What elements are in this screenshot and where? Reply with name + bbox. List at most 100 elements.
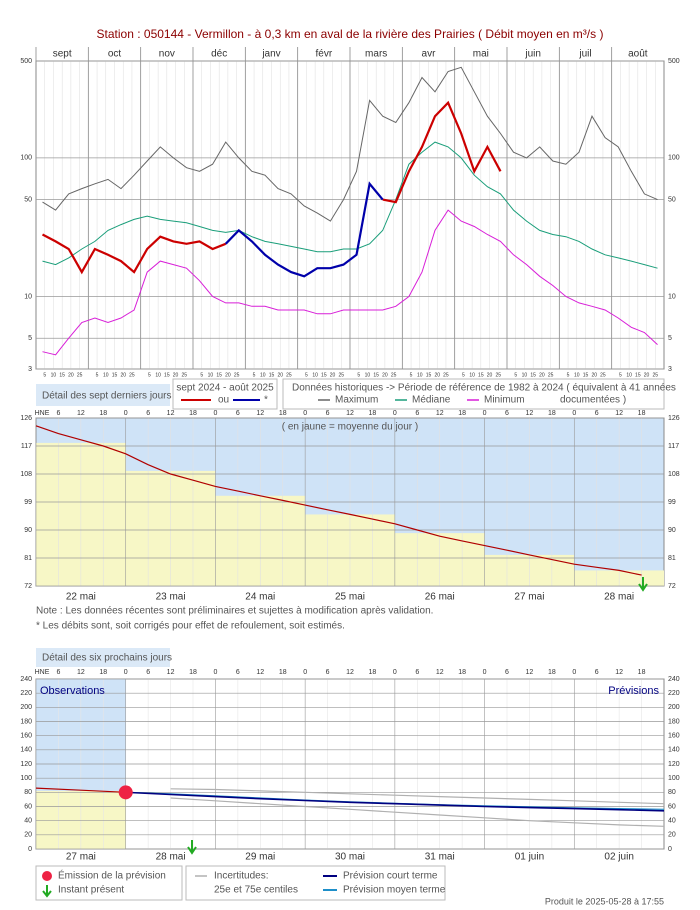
x-tick-label: oct bbox=[108, 49, 122, 60]
legend-label: 25e et 75e centiles bbox=[214, 885, 298, 896]
hour-label: 0 bbox=[124, 410, 128, 417]
y-tick-label: 90 bbox=[668, 527, 676, 534]
hour-label: 12 bbox=[346, 669, 354, 676]
hour-label: 6 bbox=[505, 669, 509, 676]
hour-label: 18 bbox=[458, 410, 466, 417]
hour-label: 12 bbox=[346, 410, 354, 417]
hour-label: 0 bbox=[572, 410, 576, 417]
day-label: 20 bbox=[173, 372, 179, 378]
y-tick-label: 180 bbox=[20, 718, 32, 725]
y-tick-label: 3 bbox=[28, 366, 32, 373]
hour-label: 18 bbox=[548, 410, 556, 417]
day-label: 20 bbox=[487, 372, 493, 378]
hour-label: 6 bbox=[415, 410, 419, 417]
day-label: 10 bbox=[51, 372, 57, 378]
hour-label: 18 bbox=[638, 410, 646, 417]
y-tick-label: 500 bbox=[668, 58, 680, 65]
y-tick-label: 5 bbox=[28, 335, 32, 342]
series-line bbox=[35, 425, 642, 576]
legend-label: Prévision court terme bbox=[343, 871, 438, 882]
day-label: 15 bbox=[426, 372, 432, 378]
y-tick-label: 0 bbox=[28, 846, 32, 853]
x-tick-label: 31 mai bbox=[425, 852, 455, 863]
x-tick-label: 02 juin bbox=[604, 852, 633, 863]
x-tick-label: 28 mai bbox=[156, 852, 186, 863]
series-line bbox=[42, 66, 658, 222]
forecast-label: Prévisions bbox=[608, 685, 659, 697]
day-label: 15 bbox=[635, 372, 641, 378]
annotation: ( en jaune = moyenne du jour ) bbox=[282, 422, 418, 433]
hour-label: 0 bbox=[483, 669, 487, 676]
legend-label: * bbox=[264, 395, 268, 406]
hour-label: 12 bbox=[526, 669, 534, 676]
y-tick-label: 240 bbox=[668, 676, 680, 683]
day-label: 15 bbox=[583, 372, 589, 378]
hour-label: 18 bbox=[369, 669, 377, 676]
note: Note : Les données récentes sont prélimi… bbox=[36, 606, 433, 617]
y-tick-label: 50 bbox=[24, 196, 32, 203]
x-tick-label: févr bbox=[315, 49, 332, 60]
y-tick-label: 5 bbox=[668, 335, 672, 342]
x-tick-label: 01 juin bbox=[515, 852, 544, 863]
y-tick-label: 50 bbox=[668, 196, 676, 203]
note: * Les débits sont, soit corrigés pour ef… bbox=[36, 621, 345, 632]
hour-label: 18 bbox=[279, 669, 287, 676]
day-label: 15 bbox=[164, 372, 170, 378]
hour-label: 6 bbox=[56, 669, 60, 676]
hour-label: 12 bbox=[526, 410, 534, 417]
x-tick-label: mars bbox=[365, 49, 387, 60]
day-label: 10 bbox=[522, 372, 528, 378]
y-tick-label: 160 bbox=[668, 733, 680, 740]
day-label: 20 bbox=[277, 372, 283, 378]
y-tick-label: 120 bbox=[20, 761, 32, 768]
day-label: 15 bbox=[216, 372, 222, 378]
legend-title: documentées ) bbox=[560, 395, 626, 406]
x-tick-label: juin bbox=[524, 49, 541, 60]
hour-label: 12 bbox=[256, 410, 264, 417]
day-label: 15 bbox=[269, 372, 275, 378]
hour-label: 12 bbox=[436, 669, 444, 676]
y-tick-label: 117 bbox=[668, 443, 679, 450]
day-label: 5 bbox=[305, 372, 308, 378]
y-tick-label: 200 bbox=[668, 704, 680, 711]
day-label: 10 bbox=[469, 372, 475, 378]
x-tick-label: mai bbox=[473, 49, 489, 60]
y-tick-label: 100 bbox=[20, 155, 32, 162]
legend-label: Prévision moyen terme bbox=[343, 885, 446, 896]
legend-box bbox=[35, 865, 183, 901]
x-tick-label: 27 mai bbox=[514, 592, 544, 603]
detail-box bbox=[36, 384, 170, 406]
legend-label: Médiane bbox=[412, 395, 451, 406]
day-label: 5 bbox=[200, 372, 203, 378]
day-label: 10 bbox=[417, 372, 423, 378]
day-label: 5 bbox=[619, 372, 622, 378]
legend-label: Incertitudes: bbox=[214, 871, 268, 882]
y-tick-label: 72 bbox=[668, 583, 676, 590]
day-label: 25 bbox=[234, 372, 240, 378]
day-label: 10 bbox=[208, 372, 214, 378]
hour-label: 6 bbox=[326, 669, 330, 676]
y-tick-label: 126 bbox=[20, 415, 32, 422]
day-label: 15 bbox=[373, 372, 379, 378]
day-label: 5 bbox=[43, 372, 46, 378]
hour-label: 0 bbox=[213, 410, 217, 417]
y-tick-label: 40 bbox=[24, 818, 32, 825]
hour-label: 0 bbox=[303, 410, 307, 417]
day-label: 15 bbox=[321, 372, 327, 378]
y-tick-label: 108 bbox=[668, 471, 680, 478]
legend-box bbox=[185, 865, 446, 901]
day-label: 25 bbox=[129, 372, 135, 378]
hour-label: 12 bbox=[256, 669, 264, 676]
day-label: 15 bbox=[59, 372, 65, 378]
y-tick-label: 100 bbox=[668, 775, 680, 782]
hour-label: 6 bbox=[415, 669, 419, 676]
hour-label: 6 bbox=[236, 410, 240, 417]
hour-label: HNE bbox=[35, 669, 50, 676]
hour-label: 18 bbox=[279, 410, 287, 417]
y-tick-label: 10 bbox=[668, 293, 676, 300]
day-label: 10 bbox=[574, 372, 580, 378]
day-label: 5 bbox=[514, 372, 517, 378]
hour-label: 12 bbox=[77, 410, 85, 417]
hour-label: HNE bbox=[35, 410, 50, 417]
day-label: 25 bbox=[338, 372, 344, 378]
